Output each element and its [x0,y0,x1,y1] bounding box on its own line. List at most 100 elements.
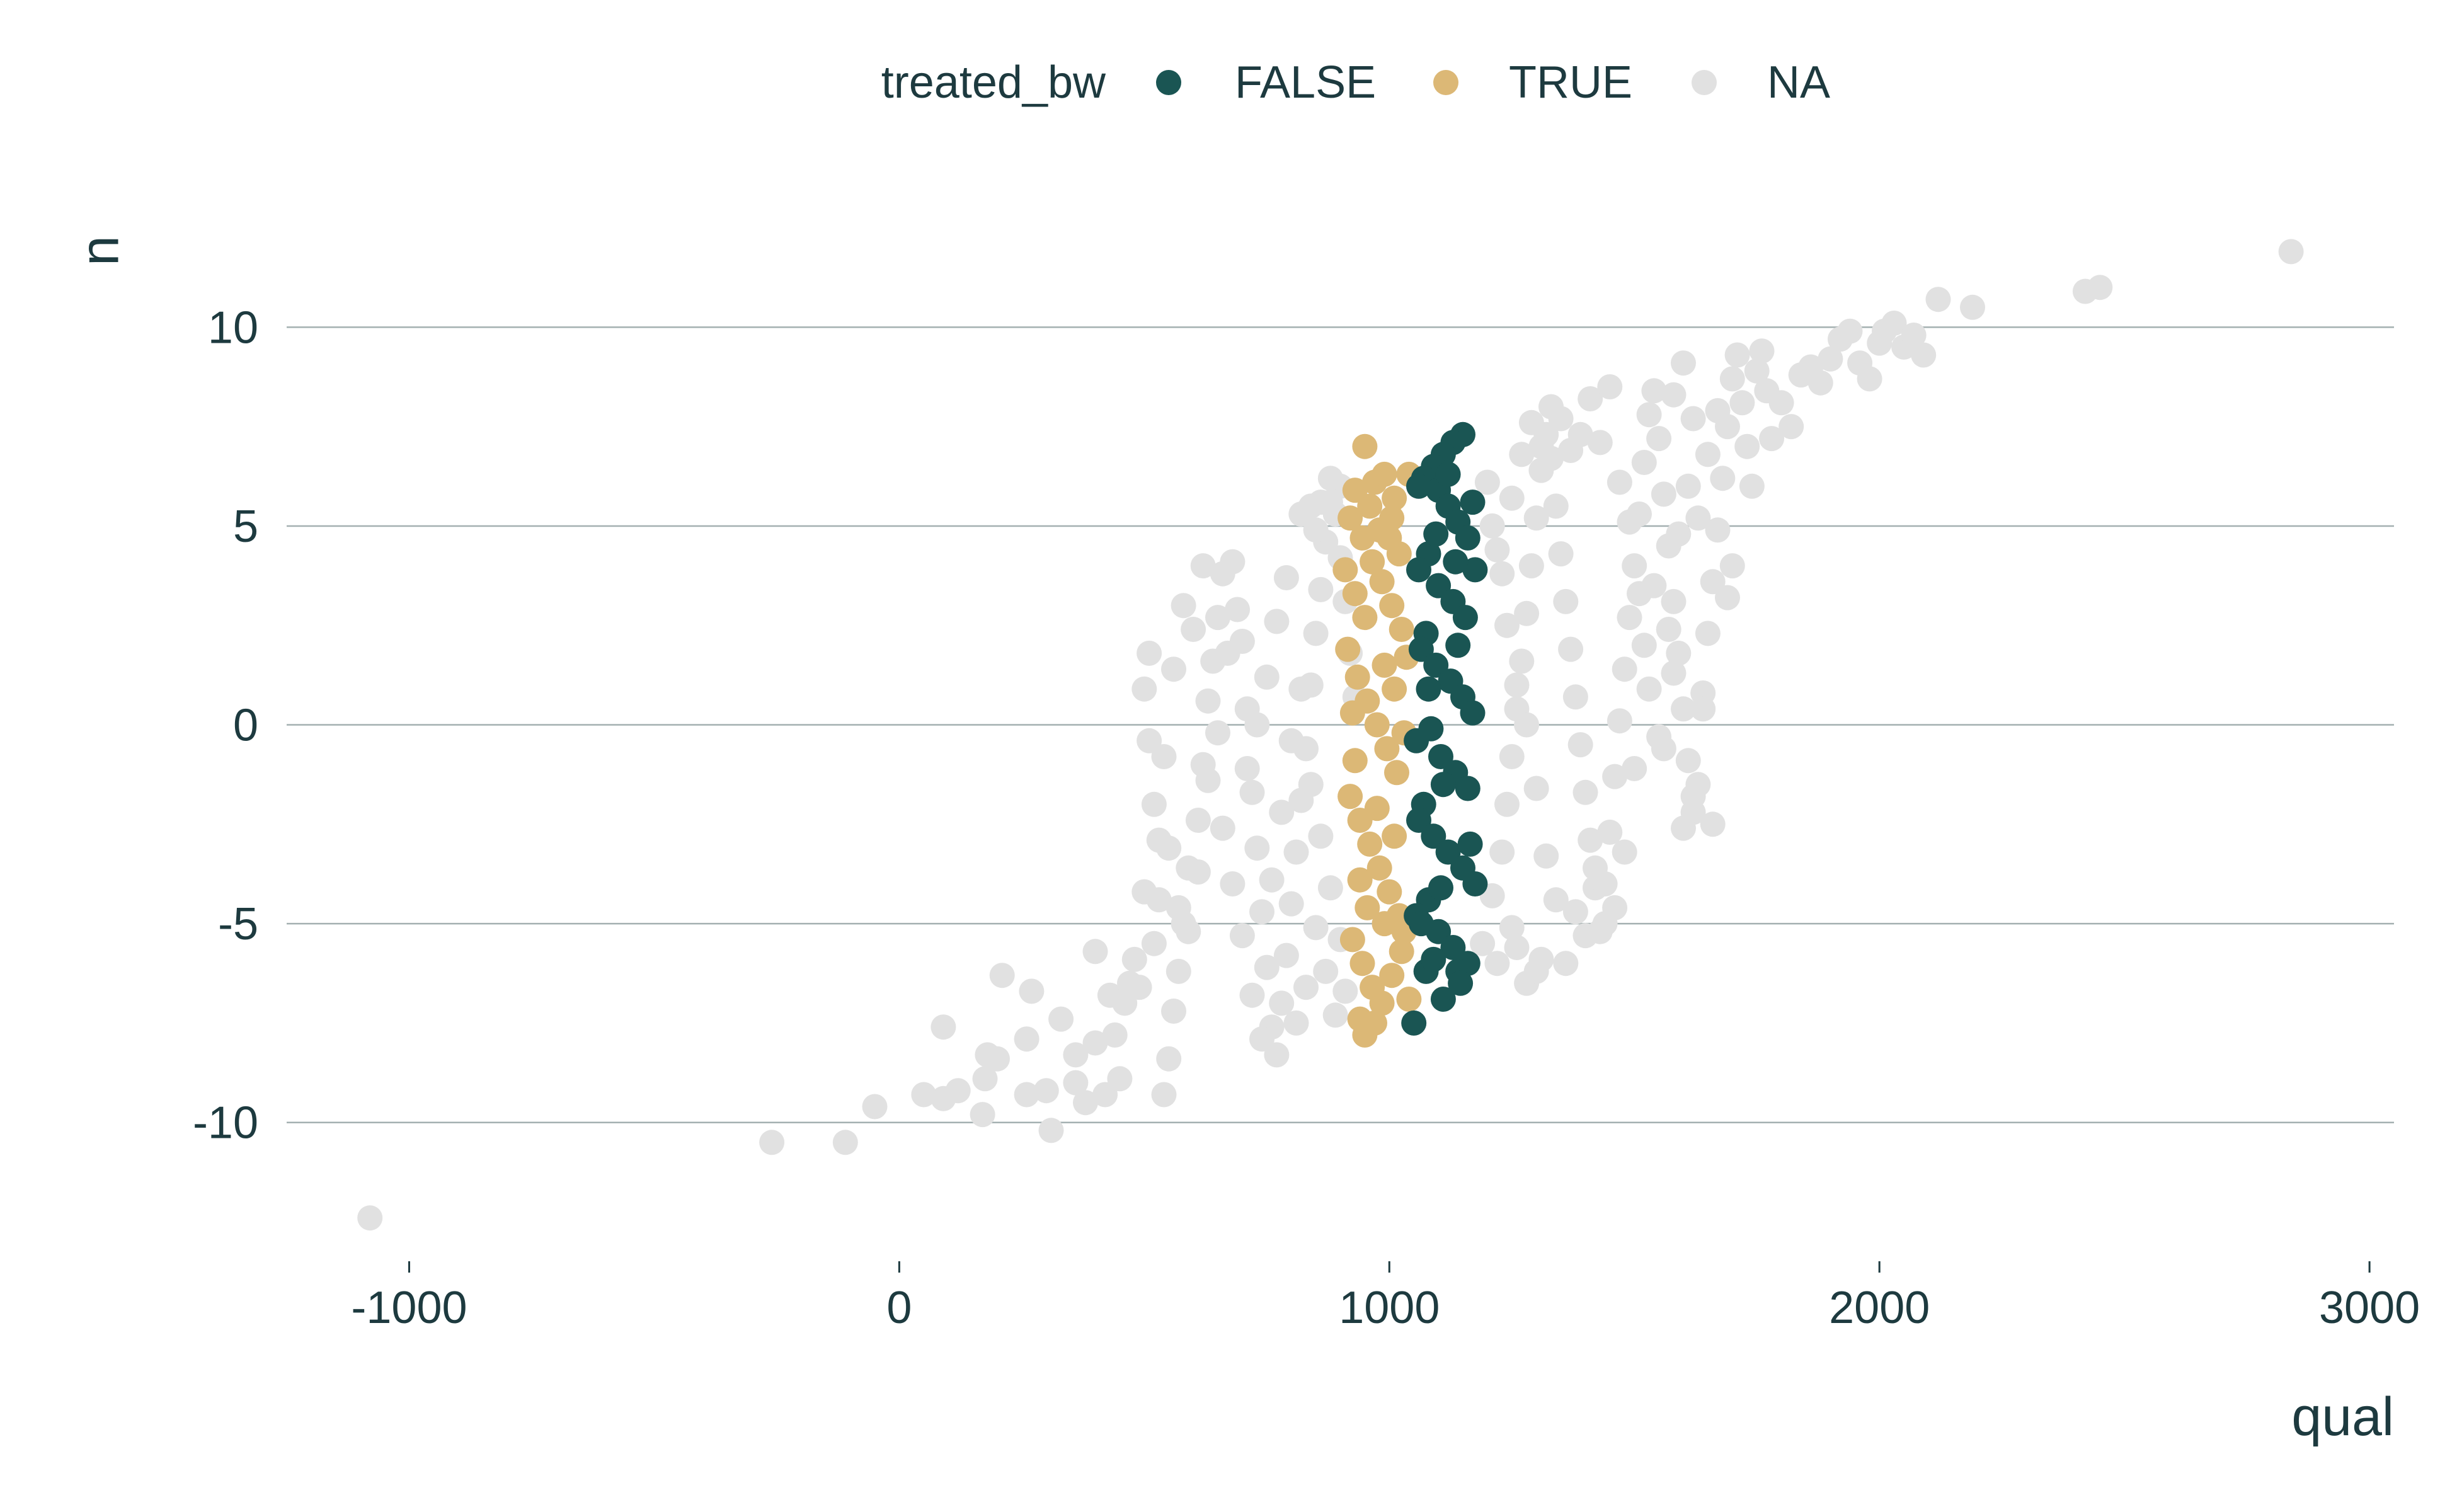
point-na [1229,923,1255,949]
point-false [1462,557,1488,583]
point-na [1719,553,1745,579]
point-na [1249,1026,1274,1052]
legend-title: treated_bw [881,57,1106,108]
point-na [1264,609,1290,634]
point-na [1102,1022,1128,1048]
legend-label-true: TRUE [1509,57,1632,108]
point-false [1457,831,1483,857]
point-false [1452,605,1478,631]
point-na [1249,899,1274,925]
point-na [1705,398,1731,423]
point-na [1523,776,1549,801]
point-na [1818,346,1843,372]
point-na [1562,684,1588,710]
point-na [2087,275,2113,301]
point-na [1288,676,1314,702]
point-true [1360,549,1385,575]
point-na [1063,1042,1089,1068]
point-true [1332,557,1358,583]
point-na [1313,958,1339,984]
point-na [1141,791,1167,817]
point-na [1602,764,1628,789]
point-na [1606,708,1632,734]
point-true [1352,605,1378,631]
point-na [1273,565,1299,590]
point-true [1377,879,1402,905]
point-na [1578,386,1603,411]
point-na [1622,756,1647,781]
point-na [1494,791,1520,817]
point-na [1553,588,1579,614]
point-false [1462,871,1488,896]
point-false [1460,490,1486,515]
point-na [1661,660,1687,686]
point-na [1151,744,1177,769]
legend-key-na [1692,70,1717,95]
point-na [1578,827,1603,853]
point-true [1379,593,1405,619]
point-true [1352,433,1378,459]
point-na [1082,1030,1108,1056]
point-na [1494,612,1520,638]
point-na [1518,553,1544,579]
point-false [1440,935,1466,960]
point-na [1489,839,1515,865]
data-points [357,239,2304,1231]
point-na [1729,390,1755,416]
point-na [1283,839,1309,865]
point-na [1504,672,1530,698]
point-na [1543,887,1569,913]
legend-label-false: FALSE [1235,57,1376,108]
point-na [1215,640,1240,666]
point-na [1019,978,1045,1004]
point-true [1347,867,1373,893]
point-na [1220,871,1246,896]
point-na [1636,402,1662,428]
point-na [1685,505,1711,531]
point-na [1254,954,1280,980]
point-na [1137,728,1162,753]
point-na [1837,318,1863,344]
point-na [1205,720,1230,746]
point-na [1176,919,1201,944]
point-na [1710,466,1736,491]
x-tick-label: 2000 [1829,1283,1930,1333]
point-na [1690,696,1716,722]
point-na [945,1078,971,1104]
point-na [1671,696,1696,722]
point-na [1715,585,1740,610]
point-na [1553,951,1579,976]
point-na [1082,939,1108,965]
point-na [1273,942,1299,968]
point-na [1901,323,1927,348]
point-na [1220,549,1246,575]
point-na [357,1205,383,1231]
point-na [1617,605,1642,631]
point-false [1435,839,1461,865]
point-na [1308,576,1334,602]
point-na [1269,990,1295,1016]
point-na [1283,1010,1309,1036]
point-na [1627,581,1652,607]
point-na [1548,541,1574,567]
point-na [1509,442,1535,467]
point-na [1499,915,1525,941]
point-true [1357,831,1383,857]
point-false [1423,652,1449,678]
point-na [1278,891,1304,917]
point-na [1303,915,1329,941]
point-na [1195,767,1221,793]
point-na [1695,621,1721,646]
point-na [1528,433,1554,459]
point-na [1734,433,1760,459]
point-true [1369,569,1395,595]
point-true [1357,493,1383,519]
point-na [1254,664,1280,690]
legend-entry-na: NA [1692,57,1830,108]
point-true [1382,485,1407,511]
point-na [1749,338,1775,364]
point-true [1389,617,1414,642]
point-na [1190,553,1216,579]
y-axis-title: u [77,236,138,266]
